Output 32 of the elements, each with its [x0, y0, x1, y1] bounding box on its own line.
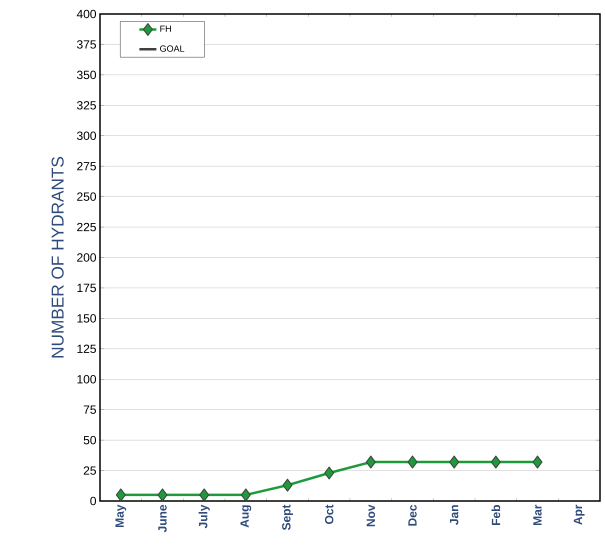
y-tick-label: 400 — [76, 10, 96, 18]
y-tick-label: 100 — [77, 375, 96, 384]
x-tick-label: Sept — [282, 504, 293, 530]
legend-label: FH — [160, 26, 171, 32]
y-tick-label: 225 — [77, 222, 96, 232]
y-tick-label: 0 — [90, 496, 96, 506]
y-tick-label: 300 — [76, 132, 96, 140]
y-tick-label: 50 — [84, 436, 96, 444]
y-tick-label: 350 — [76, 70, 96, 80]
x-tick-label: May — [115, 504, 126, 527]
x-tick-label: Apr — [574, 504, 585, 525]
x-tick-label: Dec — [408, 504, 417, 526]
y-tick-label: 75 — [84, 406, 96, 414]
x-tick-label: June — [158, 504, 167, 532]
x-tick-label: Jan — [450, 505, 458, 525]
y-tick-label: 125 — [77, 344, 96, 354]
y-tick-label: 275 — [77, 162, 96, 170]
y-tick-label: 175 — [77, 284, 96, 292]
x-tick-label: Aug — [240, 505, 252, 528]
x-tick-label: Nov — [366, 504, 375, 526]
x-tick-label: Mar — [533, 504, 542, 525]
y-axis-title: NUMBER OF HYDRANTS — [52, 156, 64, 358]
y-tick-label: 25 — [84, 466, 96, 475]
y-tick-label: 250 — [77, 192, 96, 201]
legend-label: GOAL — [160, 45, 184, 52]
y-tick-label: 325 — [76, 101, 96, 110]
x-tick-label: Oct — [324, 504, 334, 524]
y-tick-label: 375 — [76, 40, 96, 49]
y-tick-label: 200 — [77, 253, 96, 262]
x-tick-label: July — [198, 504, 210, 528]
x-tick-label: Feb — [491, 505, 500, 525]
y-tick-label: 150 — [77, 314, 96, 323]
